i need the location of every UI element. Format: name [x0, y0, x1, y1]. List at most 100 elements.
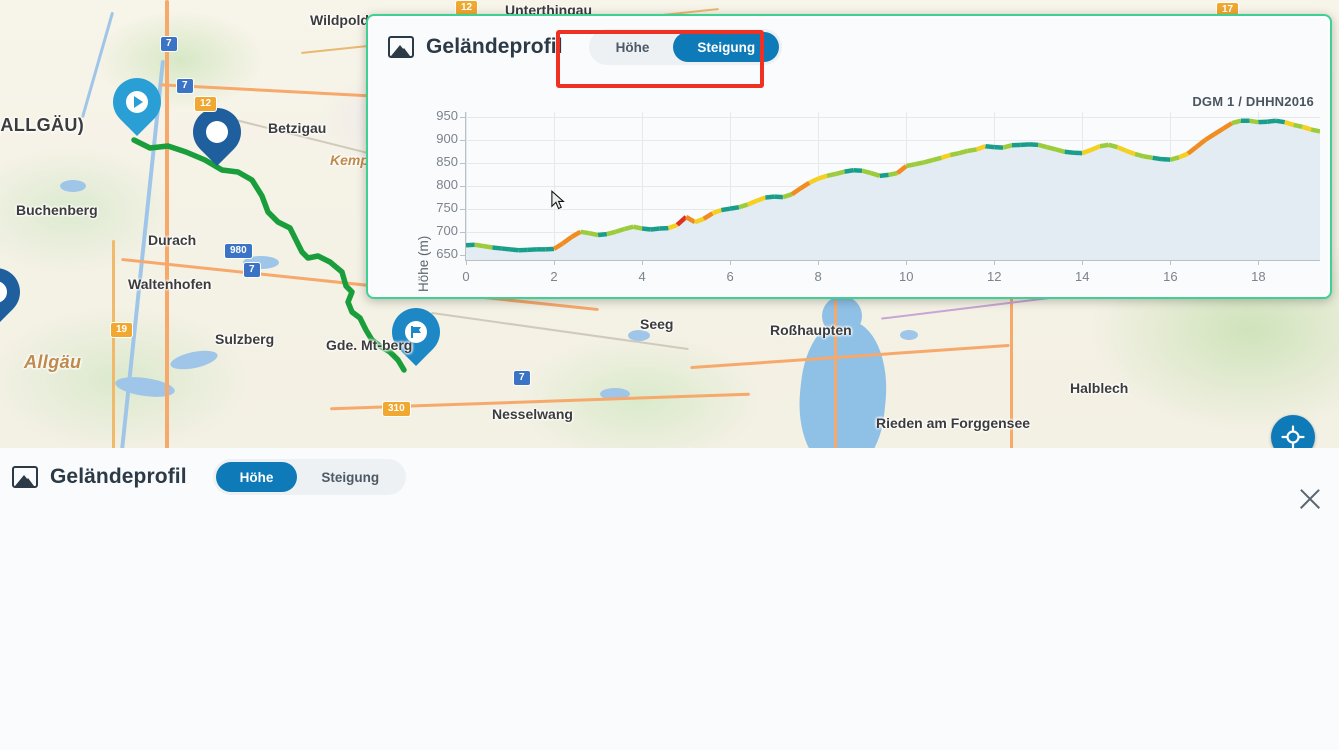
close-icon[interactable] [1295, 484, 1325, 514]
chart-x-tick-label: 18 [1251, 269, 1266, 284]
chart-x-tick-label: 6 [726, 269, 734, 284]
chart-y-tick-label: 800 [436, 177, 458, 192]
chart-y-tick-label: 900 [436, 130, 458, 146]
map-place-label: Seeg [640, 316, 674, 332]
lake-small-6 [900, 330, 918, 340]
start-marker[interactable] [103, 68, 171, 140]
offscreen-marker-left[interactable] [0, 258, 30, 330]
top-chart-y-axis-title: Höhe (m) [416, 235, 431, 292]
bottom-panel-header: Geländeprofil Höhe Steigung [0, 448, 407, 506]
flag-icon [405, 321, 427, 343]
road-shield: 19 [110, 322, 134, 338]
chart-y-tick [460, 186, 465, 187]
road-b19 [112, 240, 115, 470]
map-place-label: Durach [148, 232, 197, 248]
chart-gridline [466, 116, 1320, 118]
lake-small-5 [628, 330, 650, 341]
chart-y-tick [460, 139, 465, 141]
end-marker[interactable] [382, 298, 450, 370]
top-slope-chart[interactable]: Höhe (m) 650 700 750 800 850 900 950 0 2 4 6 8 10 12 1… [370, 102, 1330, 297]
chart-series [466, 118, 1320, 260]
chart-gridline [466, 139, 1320, 141]
road-vertical-2 [1010, 290, 1013, 480]
bottom-toggle-hoehe[interactable]: Höhe [215, 462, 298, 492]
map-place-label: Rieden am Forggensee [876, 415, 1031, 431]
top-chart-x-axis-title: Entfernung (km) [800, 296, 897, 297]
road-shield: 980 [224, 243, 253, 259]
chart-y-tick-label: 750 [436, 200, 458, 216]
road-shield: 7 [176, 78, 194, 94]
map-place-label: Nesselwang [492, 406, 573, 422]
chart-x-tick-label: 0 [462, 269, 470, 284]
chart-vgridline [554, 112, 556, 260]
road-shield: 7 [243, 262, 261, 278]
chart-x-tick-label: 8 [814, 269, 822, 284]
map-place-label: Waltenhofen [128, 276, 212, 292]
chart-x-tick [906, 260, 908, 265]
map-place-label: (ALLGÄU) [0, 115, 85, 135]
road-a7 [165, 0, 169, 460]
mountain-picture-icon [388, 36, 414, 58]
chart-x-tick [1258, 260, 1260, 265]
chart-x-tick [818, 260, 820, 265]
chart-y-tick [460, 232, 465, 234]
chart-x-tick [554, 260, 556, 265]
chart-y-tick [460, 162, 465, 164]
crosshair-icon [1281, 425, 1305, 449]
top-chart-source-label: DGM 1 / DHHN2016 [1192, 94, 1314, 109]
top-panel-header: Geländeprofil Höhe Steigung [370, 18, 1328, 76]
top-chart-plot-area[interactable]: 650 700 750 800 850 900 950 0 2 4 6 8 10 12 14 16 18 [436, 108, 1320, 284]
chart-y-tick [460, 255, 465, 257]
chart-x-tick [730, 260, 732, 265]
chart-x-tick [1170, 260, 1172, 265]
chart-x-tick [994, 260, 996, 265]
dot-icon [206, 121, 228, 143]
chart-x-tick-label: 12 [987, 269, 1002, 284]
bottom-profile-mode-toggle[interactable]: Höhe Steigung [212, 459, 407, 495]
top-toggle-hoehe[interactable]: Höhe [615, 39, 650, 55]
chart-y-tick-label: 650 [436, 246, 458, 262]
chart-y-tick-label: 950 [436, 107, 458, 123]
map-place-label: Buchenberg [16, 202, 98, 218]
chart-y-tick [460, 209, 465, 211]
play-icon [126, 91, 148, 113]
bottom-toggle-steigung[interactable]: Steigung [321, 469, 380, 485]
chart-x-tick-label: 10 [898, 269, 914, 284]
waypoint-marker[interactable] [183, 98, 251, 170]
chart-x-tick-label: 14 [1075, 269, 1090, 284]
road-shield: 310 [382, 401, 411, 417]
chart-x-tick-label: 16 [1163, 269, 1178, 284]
map-place-label: Roßhaupten [770, 322, 852, 338]
chart-y-tick-label: 850 [436, 153, 458, 169]
map-place-label: Sulzberg [215, 331, 275, 347]
road-shield: 7 [513, 370, 531, 386]
road-shield: 12 [194, 96, 218, 112]
lake-forggensee-north [822, 296, 862, 336]
chart-y-tick-label: 700 [436, 223, 458, 239]
bottom-panel-title: Geländeprofil [50, 465, 187, 488]
chart-x-tick [1082, 260, 1084, 265]
chart-y-tick [460, 116, 465, 118]
map-place-label: Gde. Mt-berg [326, 337, 413, 353]
chart-x-tick-label: 2 [550, 269, 558, 284]
chart-x-tick [466, 260, 467, 265]
map-place-label: Halblech [1070, 380, 1129, 396]
chart-vgridline [466, 112, 467, 260]
chart-x-tick-label: 4 [638, 269, 646, 284]
terrain-profile-floating-panel: Geländeprofil Höhe Steigung DGM 1 / DHHN… [366, 14, 1332, 299]
chart-gridline [466, 162, 1320, 164]
mountain-picture-icon [12, 466, 38, 488]
road-vertical-1 [834, 300, 837, 480]
chart-vgridline [642, 112, 644, 260]
chart-vgridline [730, 112, 732, 260]
chart-x-tick [642, 260, 644, 265]
map-place-label: Allgäu [24, 352, 82, 372]
lake-small-1 [60, 180, 86, 192]
top-panel-title: Geländeprofil [426, 35, 563, 58]
map-place-label: Betzigau [268, 120, 327, 136]
road-shield: 7 [160, 36, 178, 52]
dot-icon [0, 281, 7, 303]
terrain-profile-bottom-panel: Geländeprofil Höhe Steigung DGM 1 / DHHN… [0, 448, 1339, 750]
top-toggle-highlight [556, 30, 764, 88]
